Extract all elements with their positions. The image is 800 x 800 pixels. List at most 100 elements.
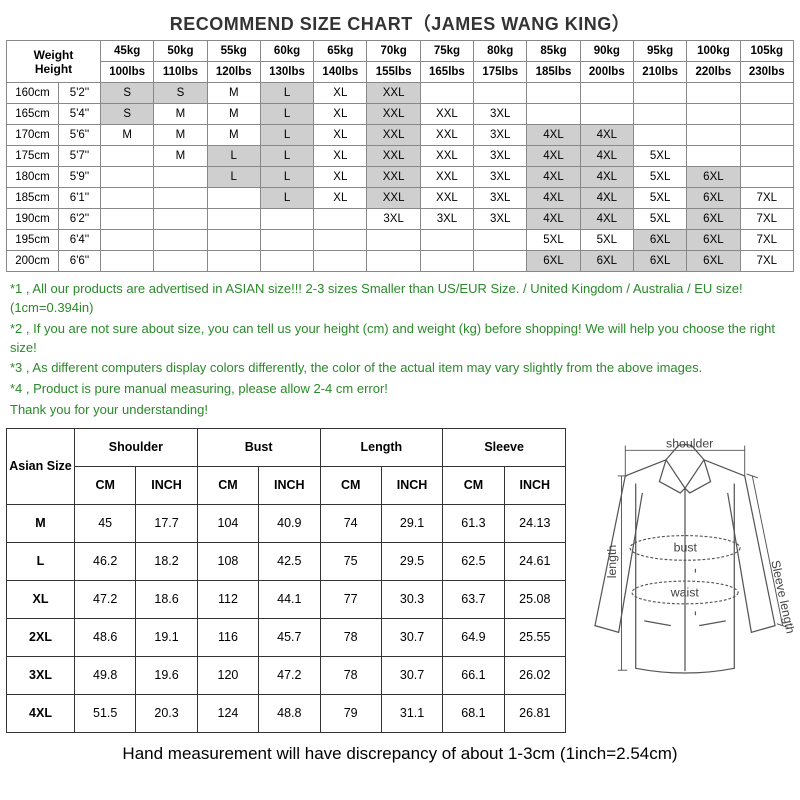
size-cell: 7XL [740,209,793,230]
size-cell [314,230,367,251]
measure-cell: 19.1 [136,618,197,656]
measure-unit-header: CM [320,466,381,504]
weight-kg-header: 95kg [633,41,686,62]
measure-cell: 24.61 [504,542,565,580]
height-cm: 195cm [7,230,59,251]
size-cell [154,230,207,251]
size-cell: 5XL [527,230,580,251]
height-ft: 6'1'' [59,188,101,209]
size-cell: L [260,104,313,125]
weight-kg-header: 50kg [154,41,207,62]
height-ft: 6'2'' [59,209,101,230]
size-cell: XXL [367,125,420,146]
size-cell: XXL [367,83,420,104]
measure-unit-header: INCH [136,466,197,504]
size-cell: XXL [420,104,473,125]
measure-cell: 77 [320,580,381,618]
note-line: *3 , As different computers display colo… [10,359,790,378]
size-cell [633,83,686,104]
size-cell [207,251,260,272]
measure-cell: 24.13 [504,504,565,542]
size-cell: 7XL [740,230,793,251]
measure-cell: 62.5 [443,542,504,580]
weight-lbs-header: 175lbs [474,62,527,83]
measure-cell: 51.5 [75,694,136,732]
notes-section: *1 , All our products are advertised in … [6,272,794,428]
measure-unit-header: INCH [504,466,565,504]
measure-cell: 47.2 [75,580,136,618]
size-cell [687,125,740,146]
size-cell [687,104,740,125]
measure-cell: 75 [320,542,381,580]
size-cell: 6XL [527,251,580,272]
size-cell [740,125,793,146]
size-cell: S [101,104,154,125]
size-cell [420,83,473,104]
label-bust: bust [674,541,698,555]
size-cell [527,104,580,125]
weight-kg-header: 45kg [101,41,154,62]
size-cell [580,83,633,104]
size-cell: 5XL [633,146,686,167]
height-ft: 5'2'' [59,83,101,104]
measure-cell: 4XL [7,694,75,732]
measure-cell: 18.6 [136,580,197,618]
weight-lbs-header: 230lbs [740,62,793,83]
size-cell: XL [314,188,367,209]
measure-unit-header: INCH [381,466,442,504]
size-cell: XL [314,104,367,125]
size-cell [740,104,793,125]
measure-cell: 42.5 [259,542,320,580]
note-line: Thank you for your understanding! [10,401,790,420]
size-cell: L [260,146,313,167]
size-chart-table: WeightHeight45kg50kg55kg60kg65kg70kg75kg… [6,40,794,272]
size-cell: 6XL [580,251,633,272]
size-cell [154,188,207,209]
measure-unit-header: CM [197,466,258,504]
size-cell: M [207,83,260,104]
note-line: *2 , If you are not sure about size, you… [10,320,790,358]
size-cell [314,209,367,230]
size-cell: 4XL [527,209,580,230]
measure-cell: 104 [197,504,258,542]
size-cell [367,230,420,251]
size-cell: XXL [367,104,420,125]
size-cell: XL [314,146,367,167]
size-cell [207,230,260,251]
measure-cell: 25.55 [504,618,565,656]
measure-cell: 40.9 [259,504,320,542]
measure-cell: 18.2 [136,542,197,580]
size-cell [420,230,473,251]
size-cell: L [260,188,313,209]
weight-kg-header: 85kg [527,41,580,62]
measure-group-header: Asian Size [7,428,75,504]
size-cell: M [154,104,207,125]
size-cell: XXL [420,188,473,209]
note-line: *1 , All our products are advertised in … [10,280,790,318]
size-cell: S [154,83,207,104]
size-cell: L [260,125,313,146]
size-cell: 6XL [633,230,686,251]
size-cell [314,251,367,272]
measure-cell: 78 [320,656,381,694]
height-cm: 170cm [7,125,59,146]
measure-cell: 124 [197,694,258,732]
weight-kg-header: 60kg [260,41,313,62]
size-cell: XXL [420,146,473,167]
measure-cell: 63.7 [443,580,504,618]
measure-cell: 49.8 [75,656,136,694]
measure-group-header: Bust [197,428,320,466]
size-cell [687,83,740,104]
size-cell [740,167,793,188]
size-cell [580,104,633,125]
note-line: *4 , Product is pure manual measuring, p… [10,380,790,399]
size-cell: 7XL [740,188,793,209]
size-cell: 4XL [580,125,633,146]
size-cell: 4XL [580,167,633,188]
measure-cell: 20.3 [136,694,197,732]
size-cell: 3XL [367,209,420,230]
height-cm: 165cm [7,104,59,125]
height-ft: 6'6'' [59,251,101,272]
measure-cell: 45.7 [259,618,320,656]
measure-cell: 44.1 [259,580,320,618]
